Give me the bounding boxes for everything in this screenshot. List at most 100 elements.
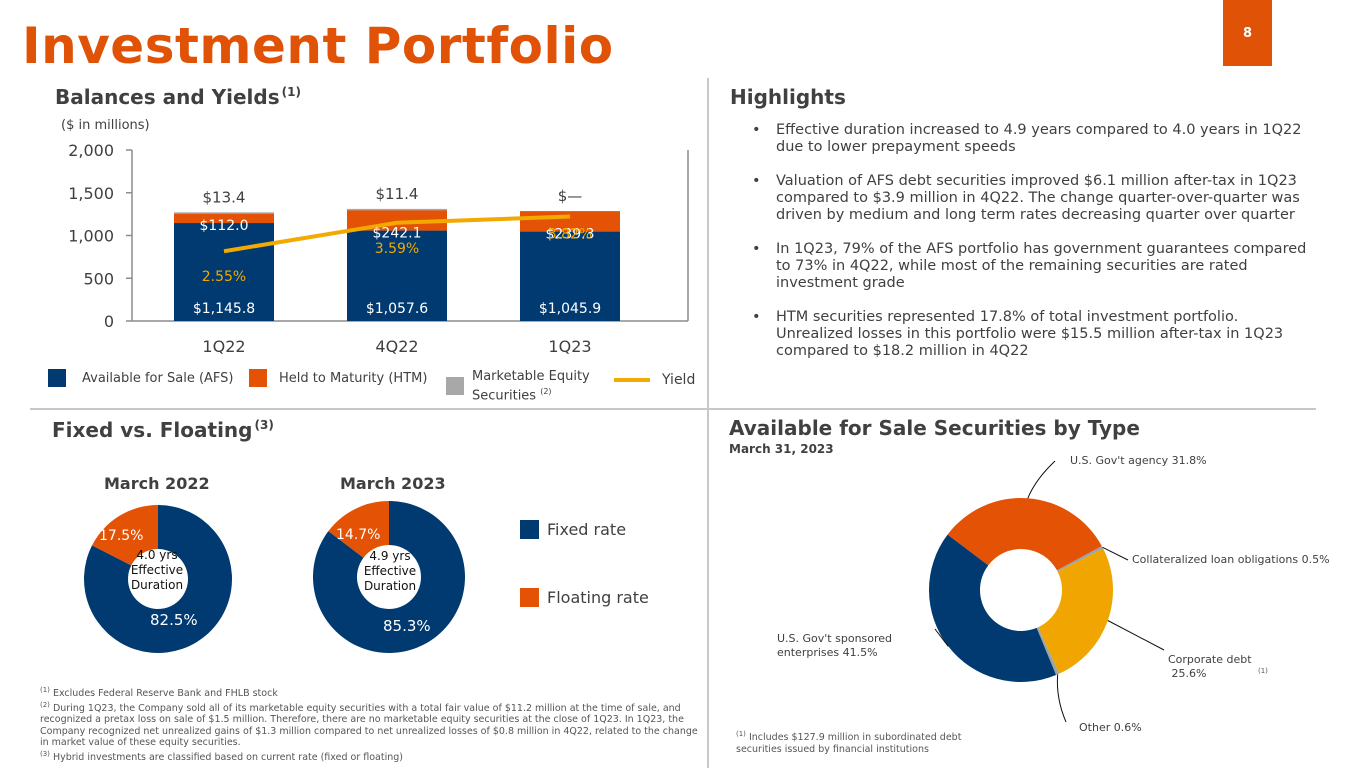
htm-value-label: $112.0	[200, 218, 249, 234]
balances-heading-note: (1)	[282, 85, 301, 99]
legend-fixed-label: Fixed rate	[547, 520, 626, 539]
legend-equity: Marketable Equity Securities (2)	[446, 369, 590, 403]
legend-yield-label: Yield	[662, 372, 695, 388]
footnote-text: Hybrid investments are classified based …	[53, 752, 403, 763]
footnote-2: (2) During 1Q23, the Company sold all of…	[40, 700, 700, 749]
legend-htm: Held to Maturity (HTM)	[249, 369, 427, 387]
fixed-floating-heading: Fixed vs. Floating(3)	[52, 418, 274, 442]
highlight-item: • Valuation of AFS debt securities improv…	[752, 173, 1312, 224]
donut-title-2022: March 2022	[104, 474, 210, 493]
legend-afs-label: Available for Sale (AFS)	[82, 371, 233, 386]
fixed-floating-heading-text: Fixed vs. Floating	[52, 418, 253, 442]
legend-equity-line1: Marketable Equity	[472, 369, 590, 384]
label-gse: U.S. Gov't sponsored enterprises 41.5%	[777, 632, 892, 660]
legend-equity-line2: Securities	[472, 388, 536, 403]
legend-htm-label: Held to Maturity (HTM)	[279, 371, 427, 386]
highlight-text: Valuation of AFS debt securities improve…	[776, 173, 1300, 223]
legend-equity-swatch	[446, 377, 464, 395]
afs-footnote: (1) Includes $127.9 million in subordina…	[736, 728, 996, 756]
legend-fixed-swatch	[520, 520, 539, 539]
legend-equity-note: (2)	[540, 387, 551, 396]
x-tick-label: 1Q22	[202, 337, 245, 356]
footnote-mark: (3)	[40, 750, 50, 758]
footnote-1: (1) Excludes Federal Reserve Bank and FH…	[40, 685, 700, 700]
fixed-floating-heading-note: (3)	[255, 418, 274, 432]
legend-floating-label: Floating rate	[547, 588, 649, 607]
duration-2022-line3: Duration	[123, 578, 191, 593]
highlight-text: In 1Q23, 79% of the AFS portfolio has go…	[776, 241, 1306, 291]
vertical-divider	[707, 78, 709, 768]
balances-heading-text: Balances and Yields	[55, 85, 280, 109]
equity-value-label: $11.4	[376, 185, 419, 203]
htm-value-label: $242.1	[373, 226, 422, 242]
fixed-label-2022: 82.5%	[150, 611, 198, 629]
duration-2023: 4.9 yrs Effective Duration	[356, 549, 424, 594]
footnote-text: During 1Q23, the Company sold all of its…	[40, 703, 698, 749]
duration-2022-value: 4.0 yrs	[123, 548, 191, 563]
afs-by-type-donut	[720, 440, 1365, 770]
x-tick-label: 1Q23	[548, 337, 591, 356]
highlight-item: •HTM securities represented 17.8% of tot…	[752, 309, 1312, 360]
legend-fixed-rate: Fixed rate	[520, 520, 626, 539]
leader-line	[1028, 461, 1055, 498]
legend-yield: Yield	[614, 372, 695, 388]
y-tick-label: 0	[104, 312, 114, 331]
leader-line	[1108, 621, 1164, 650]
label-corporate-line1: Corporate debt	[1168, 653, 1252, 667]
legend-yield-line	[614, 378, 650, 382]
leader-line	[1057, 674, 1066, 722]
bullet-icon: •	[752, 173, 761, 190]
y-tick-label: 1,000	[68, 227, 114, 246]
label-corporate-line2: 25.6%	[1168, 667, 1252, 681]
legend-floating-rate: Floating rate	[520, 588, 649, 607]
x-tick-label: 4Q22	[375, 337, 418, 356]
equity-value-label: $13.4	[203, 188, 246, 206]
bullet-icon: •	[752, 122, 761, 139]
floating-label-2023: 14.7%	[336, 527, 380, 543]
label-corporate: Corporate debt 25.6%	[1168, 653, 1252, 681]
highlights-heading: Highlights	[730, 85, 846, 109]
bar-equity	[174, 212, 274, 214]
donut-title-2023: March 2023	[340, 474, 446, 493]
afs-footnote-mark: (1)	[736, 730, 746, 738]
page-number: 8	[1243, 26, 1252, 41]
duration-2023-value: 4.9 yrs	[356, 549, 424, 564]
balances-heading: Balances and Yields(1)	[55, 85, 301, 109]
afs-value-label: $1,045.9	[539, 301, 601, 317]
y-tick-label: 1,500	[68, 184, 114, 203]
label-corporate-note: (1)	[1258, 667, 1268, 675]
legend-htm-swatch	[249, 369, 267, 387]
afs-value-label: $1,057.6	[366, 301, 428, 317]
legend-afs-swatch	[48, 369, 66, 387]
afs-type-heading: Available for Sale Securities by Type	[729, 416, 1140, 440]
bar-equity	[347, 209, 447, 211]
duration-2022: 4.0 yrs Effective Duration	[123, 548, 191, 593]
footnote-text: Excludes Federal Reserve Bank and FHLB s…	[53, 688, 278, 699]
legend-floating-swatch	[520, 588, 539, 607]
afs-footnote-text: Includes $127.9 million in subordinated …	[736, 732, 961, 755]
y-tick-label: 500	[83, 269, 114, 288]
afs-slices	[929, 498, 1113, 682]
duration-2023-line3: Duration	[356, 579, 424, 594]
footnotes: (1) Excludes Federal Reserve Bank and FH…	[40, 685, 700, 763]
page-title: Investment Portfolio	[22, 14, 614, 78]
legend-afs: Available for Sale (AFS)	[48, 369, 233, 387]
page-number-badge: 8	[1223, 0, 1272, 66]
fixed-label-2023: 85.3%	[383, 617, 431, 635]
footnote-mark: (1)	[40, 686, 50, 694]
label-gse-line1: U.S. Gov't sponsored	[777, 632, 892, 646]
yield-value-label: 3.59%	[375, 241, 419, 257]
floating-label-2022: 17.5%	[99, 528, 143, 544]
horizontal-divider	[30, 408, 1316, 410]
bullet-icon: •	[752, 309, 761, 326]
yield-value-label: 3.82%	[548, 226, 592, 242]
footnote-3: (3) Hybrid investments are classified ba…	[40, 749, 700, 764]
highlight-text: Effective duration increased to 4.9 year…	[776, 122, 1301, 155]
label-other: Other 0.6%	[1079, 721, 1142, 735]
label-clo: Collateralized loan obligations 0.5%	[1132, 553, 1330, 567]
highlights-list: • Effective duration increased to 4.9 yea…	[752, 122, 1312, 377]
yield-value-label: 2.55%	[202, 269, 246, 285]
label-gse-line2: enterprises 41.5%	[777, 646, 892, 660]
bullet-icon: •	[752, 241, 761, 258]
y-tick-label: 2,000	[68, 141, 114, 160]
